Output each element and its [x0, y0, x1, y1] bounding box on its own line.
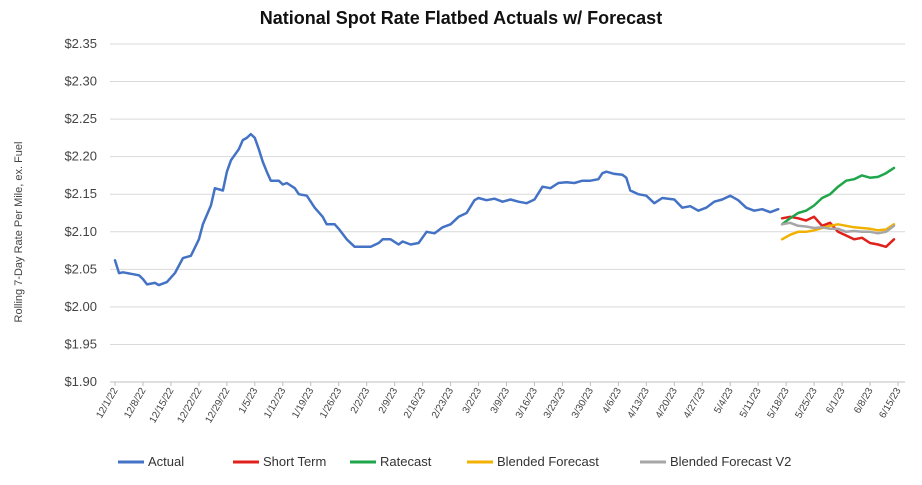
- y-tick-label: $2.20: [64, 149, 97, 164]
- series-line-blended-forecast-v2: [780, 221, 896, 235]
- y-tick-label: $2.15: [64, 186, 97, 201]
- y-tick-label: $2.05: [64, 261, 97, 276]
- x-tick-label: 1/5/23: [237, 386, 261, 416]
- x-tick-label: 6/8/23: [852, 386, 876, 416]
- x-tick-label: 4/6/23: [601, 386, 625, 416]
- legend-label: Short Term: [263, 454, 326, 469]
- y-tick-label: $2.30: [64, 74, 97, 89]
- x-tick-label: 12/22/22: [175, 386, 204, 426]
- series-line-short-term: [780, 215, 896, 249]
- x-tick-label: 3/30/23: [570, 386, 596, 421]
- series-lines: [113, 132, 896, 287]
- x-tick-label: 5/18/23: [766, 386, 792, 421]
- y-axis-ticks: $1.90 $1.95 $2.00 $2.05 $2.10 $2.15 $2.20 $2.25…: [64, 36, 97, 389]
- x-tick-label: 1/12/23: [262, 386, 288, 421]
- x-tick-label: 3/16/23: [514, 386, 540, 421]
- x-tick-label: 4/13/23: [626, 386, 652, 421]
- x-tick-label: 12/15/22: [148, 386, 177, 426]
- x-tick-label: 3/9/23: [489, 386, 513, 416]
- series-line-actual: [113, 132, 780, 287]
- x-tick-label: 3/2/23: [461, 386, 485, 416]
- y-tick-label: $2.35: [64, 36, 97, 51]
- x-tick-label: 4/20/23: [654, 386, 680, 421]
- y-axis-label: Rolling 7-Day Rate Per Mile, ex. Fuel: [13, 142, 25, 323]
- series-line-blended-forecast: [780, 223, 896, 241]
- x-tick-label: 6/15/23: [877, 386, 903, 421]
- x-tick-label: 12/8/22: [122, 386, 148, 421]
- x-tick-label: 5/4/23: [712, 386, 736, 416]
- gridlines: [110, 43, 905, 383]
- y-tick-label: $2.25: [64, 111, 97, 126]
- x-tick-label: 2/2/23: [349, 386, 373, 416]
- x-tick-label: 1/19/23: [290, 386, 316, 421]
- y-tick-label: $1.90: [64, 374, 97, 389]
- x-tick-label: 4/27/23: [682, 386, 708, 421]
- x-tick-label: 12/1/22: [94, 386, 120, 421]
- x-tick-label: 6/1/23: [824, 386, 848, 416]
- x-tick-label: 3/23/23: [542, 386, 568, 421]
- legend-label: Actual: [148, 454, 184, 469]
- x-tick-label: 2/16/23: [402, 386, 428, 421]
- x-tick-label: 12/29/22: [203, 386, 232, 426]
- y-tick-label: $2.00: [64, 299, 97, 314]
- x-tick-label: 2/9/23: [377, 386, 401, 416]
- legend-label: Blended Forecast V2: [670, 454, 791, 469]
- legend-label: Ratecast: [380, 454, 432, 469]
- series-line-ratecast: [780, 166, 896, 226]
- x-tick-label: 1/26/23: [318, 386, 344, 421]
- legend: Actual Short Term Ratecast Blended Forecast…: [118, 454, 791, 469]
- x-tick-label: 5/25/23: [793, 386, 819, 421]
- legend-label: Blended Forecast: [497, 454, 599, 469]
- y-tick-label: $1.95: [64, 336, 97, 351]
- y-tick-label: $2.10: [64, 224, 97, 239]
- chart-title: National Spot Rate Flatbed Actuals w/ Fo…: [260, 8, 662, 28]
- x-tick-label: 2/23/23: [430, 386, 456, 421]
- x-tick-label: 5/11/23: [738, 386, 764, 420]
